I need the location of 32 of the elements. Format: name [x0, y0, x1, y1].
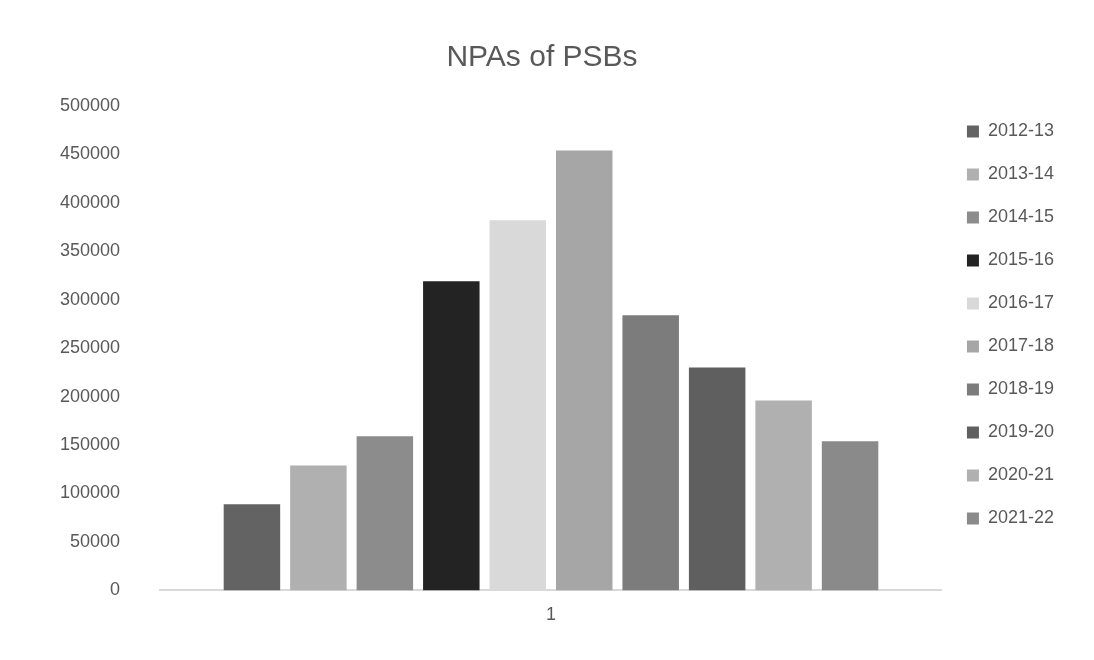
legend-label: 2020-21 [987, 464, 1054, 485]
bar [688, 367, 746, 591]
bar [555, 150, 613, 591]
y-tick-label: 250000 [59, 337, 121, 358]
legend-label: 2016-17 [987, 292, 1054, 313]
bar [622, 315, 679, 591]
y-tick-label: 150000 [59, 434, 121, 455]
bar [821, 441, 879, 591]
y-tick-label: 500000 [59, 94, 121, 115]
legend-label: 2017-18 [987, 335, 1054, 356]
bar [356, 436, 414, 591]
legend-label: 2018-19 [987, 378, 1054, 399]
legend-label: 2013-14 [987, 163, 1054, 184]
y-tick-label: 0 [110, 579, 121, 600]
x-tick-label: 1 [546, 604, 557, 625]
chart-title: NPAs of PSBs [446, 39, 638, 73]
y-tick-label: 300000 [59, 288, 121, 309]
legend-label: 2014-15 [987, 206, 1054, 227]
bar [423, 281, 480, 591]
bar [755, 400, 812, 591]
y-tick-label: 100000 [59, 482, 121, 503]
y-tick-label: 50000 [70, 530, 121, 551]
legend-label: 2015-16 [987, 249, 1054, 270]
y-tick-label: 450000 [59, 143, 121, 164]
y-tick-label: 400000 [59, 191, 121, 212]
legend-label: 2012-13 [987, 120, 1054, 141]
legend-label: 2019-20 [987, 421, 1054, 442]
bar [290, 465, 347, 591]
bar [223, 504, 281, 591]
legend-label: 2021-22 [987, 507, 1054, 528]
y-tick-label: 350000 [59, 240, 121, 261]
y-tick-label: 200000 [59, 385, 121, 406]
